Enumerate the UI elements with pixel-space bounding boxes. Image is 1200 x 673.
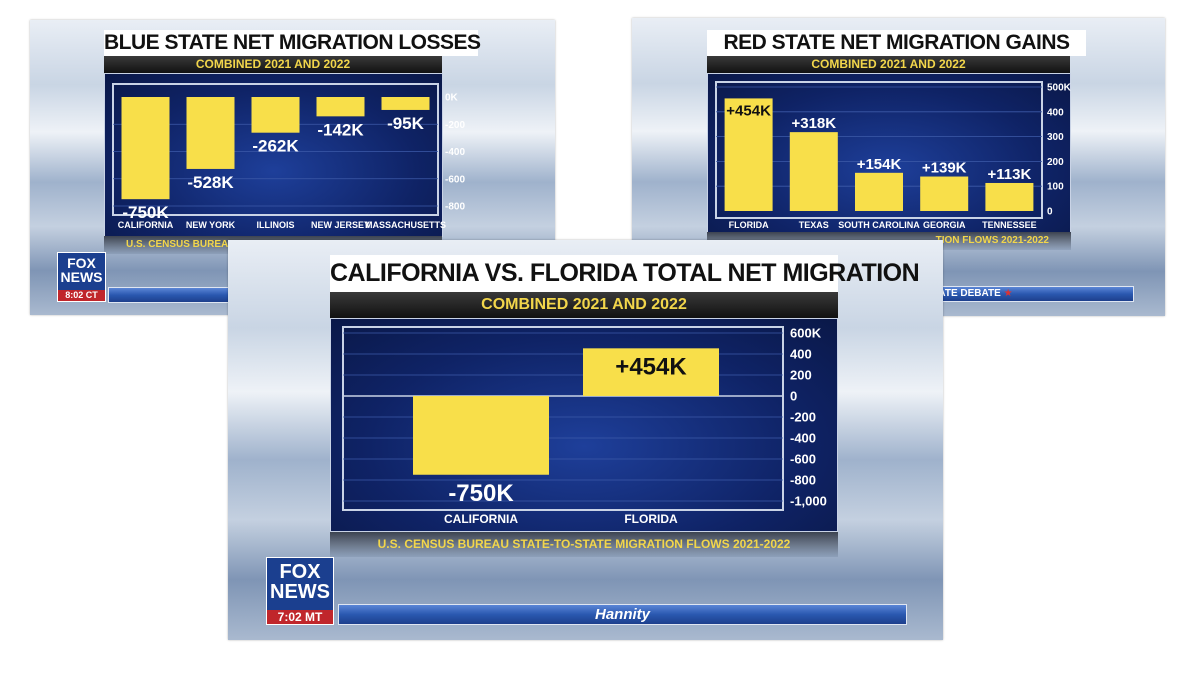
y-tick-label: 400 <box>1047 107 1064 118</box>
category-label: TEXAS <box>799 220 829 230</box>
category-label: GEORGIA <box>923 220 966 230</box>
y-tick-label: -1,000 <box>790 494 827 509</box>
lower-third-bar: Hannity <box>338 604 907 625</box>
bar <box>789 132 838 211</box>
y-tick-label: -800 <box>790 473 816 488</box>
bar <box>855 172 903 211</box>
y-tick-label: 200 <box>1047 157 1064 168</box>
plot-frame <box>715 81 1043 219</box>
time-badge: 7:02 MT <box>267 610 333 624</box>
bar <box>985 182 1034 211</box>
value-label: -750K <box>122 203 169 222</box>
y-tick-label: 100 <box>1047 182 1064 193</box>
category-label: FLORIDA <box>729 220 769 230</box>
y-tick-label: -800 <box>445 202 465 213</box>
y-tick-label: 200 <box>790 368 812 383</box>
y-tick-label: -600 <box>445 174 465 185</box>
value-label: -142K <box>317 120 364 139</box>
value-label: -750K <box>448 480 514 507</box>
category-label: FLORIDA <box>624 512 678 526</box>
chart-subtitle: COMBINED 2021 AND 2022 <box>330 292 838 318</box>
value-label: +139K <box>922 160 967 177</box>
plot-frame <box>342 326 784 511</box>
plot-frame <box>112 83 439 216</box>
bar <box>316 97 365 117</box>
show-banner-text: TATE DEBATE <box>933 288 1001 299</box>
category-label: MASSACHUSETTS <box>365 220 446 230</box>
chart-title: BLUE STATE NET MIGRATION LOSSES <box>104 30 481 56</box>
logo-news: NEWS <box>270 581 330 603</box>
y-tick-label: -400 <box>445 147 465 158</box>
y-tick-label: 300 <box>1047 132 1064 143</box>
logo-fox: FOX <box>67 255 96 271</box>
chart-title: RED STATE NET MIGRATION GAINS <box>707 30 1086 56</box>
y-tick-label: 0 <box>790 389 797 404</box>
bar <box>121 97 170 200</box>
value-label: +318K <box>791 115 836 132</box>
chart-ca-vs-fl: 600K 400 200 0 -200 -400 -600 -800 -1,000 -750K CA… <box>342 326 827 526</box>
value-label: +454K <box>726 102 771 119</box>
chart-subtitle: COMBINED 2021 AND 2022 <box>707 56 1070 73</box>
category-label: ILLINOIS <box>257 220 295 230</box>
y-tick-label: 0 <box>1047 207 1053 218</box>
category-label: CALIFORNIA <box>118 220 174 230</box>
bar <box>583 348 719 396</box>
value-label: +154K <box>857 156 902 173</box>
bar <box>724 98 773 211</box>
time-badge: 8:02 CT <box>58 290 105 301</box>
category-label: SOUTH CAROLINA <box>838 220 920 230</box>
y-tick-label: -200 <box>790 410 816 425</box>
chart-source: U.S. CENSUS BUREAU STATE-TO-STATE MIGRAT… <box>330 532 838 557</box>
y-tick-label: -400 <box>790 431 816 446</box>
bar <box>920 176 969 211</box>
category-label: CALIFORNIA <box>444 512 518 526</box>
category-label: NEW JERSEY <box>311 220 370 230</box>
value-label: -95K <box>387 114 425 133</box>
chart-title: CALIFORNIA VS. FLORIDA TOTAL NET MIGRATI… <box>330 255 920 292</box>
category-label: TENNESSEE <box>982 220 1037 230</box>
y-tick-label: 600K <box>790 326 822 341</box>
y-tick-label: 0K <box>445 93 459 104</box>
category-label: NEW YORK <box>186 220 236 230</box>
bar <box>413 396 549 475</box>
star-icon: ★ <box>1003 288 1013 299</box>
y-tick-label: -200 <box>445 120 465 131</box>
y-tick-label: -600 <box>790 452 816 467</box>
logo-news: NEWS <box>60 269 103 285</box>
chart-red-states: 500K 400 300 200 100 0 +454K FLORIDA +318K TEXAS +… <box>715 81 1072 230</box>
fox-news-logo: FOX NEWS 8:02 CT <box>57 252 106 302</box>
show-name: Hannity <box>594 606 650 623</box>
value-label: +113K <box>988 166 1032 183</box>
bar <box>186 97 235 169</box>
fox-news-logo: FOX NEWS 7:02 MT <box>266 557 334 625</box>
bar <box>381 97 430 110</box>
y-tick-label: 400 <box>790 347 812 362</box>
value-label: -262K <box>252 137 299 156</box>
value-label: -528K <box>187 173 234 192</box>
value-label: +454K <box>615 353 687 380</box>
logo-fox: FOX <box>279 561 321 583</box>
bar <box>251 97 300 133</box>
lower-third-bar: TATE DEBATE ★ <box>932 286 1134 302</box>
chart-subtitle: COMBINED 2021 AND 2022 <box>104 56 442 73</box>
y-tick-label: 500K <box>1047 83 1072 94</box>
